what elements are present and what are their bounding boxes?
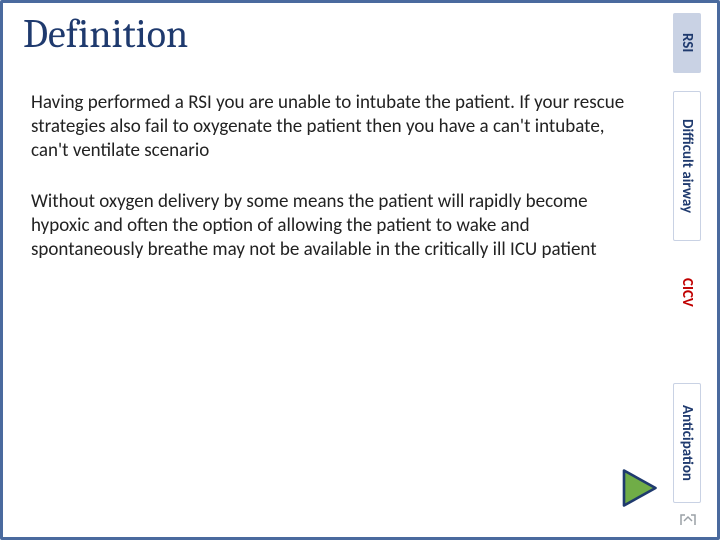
slide-title: Definition <box>23 11 188 57</box>
paragraph: Having performed a RSI you are unable to… <box>31 91 631 162</box>
side-tabs: RSI Difficult airway CICV Anticipation <box>669 3 717 540</box>
tab-rsi[interactable]: RSI <box>673 13 701 73</box>
tab-cicv[interactable]: CICV <box>673 257 701 327</box>
slide: Definition Having performed a RSI you ar… <box>0 0 720 540</box>
play-icon <box>617 467 659 509</box>
expand-icon[interactable] <box>679 513 697 527</box>
play-button[interactable] <box>617 467 659 509</box>
body-text: Having performed a RSI you are unable to… <box>31 91 631 290</box>
tab-anticipation[interactable]: Anticipation <box>673 383 701 503</box>
paragraph: Without oxygen delivery by some means th… <box>31 190 631 261</box>
tab-difficult-airway[interactable]: Difficult airway <box>673 91 701 241</box>
